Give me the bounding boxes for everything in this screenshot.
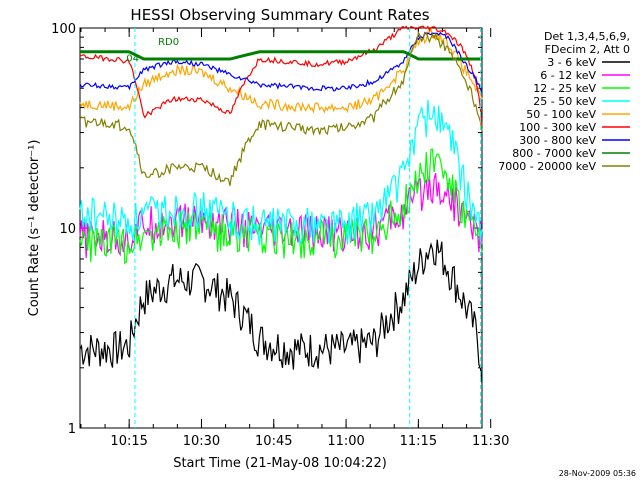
legend-entry: 300 - 800 keV <box>519 134 596 147</box>
legend-entry: 7000 - 20000 keV <box>498 160 596 173</box>
x-tick-label: 11:00 <box>327 434 364 449</box>
legend-entry: 6 - 12 keV <box>540 69 596 82</box>
legend-header: FDecim 2, Att 0 <box>545 43 630 56</box>
series-line <box>79 239 483 384</box>
y-tick-label: 1 <box>68 422 76 437</box>
y-axis-label: Count Rate (s⁻¹ detector⁻¹) <box>27 140 42 317</box>
series-line <box>79 148 483 265</box>
y-tick-label: 100 <box>51 22 76 37</box>
x-axis-label: Start Time (21-May-08 10:04:22) <box>173 456 387 471</box>
series-line <box>79 26 483 114</box>
plot-area: 1 10 100 10:15 10:30 10:45 11:00 11:15 11:30 RD0 0… <box>51 22 509 449</box>
y-tick-label: 10 <box>59 222 76 237</box>
series-line <box>79 25 483 127</box>
annotation-label: 04 <box>126 53 139 64</box>
x-tick-label: 10:45 <box>255 434 292 449</box>
legend-entry: 3 - 6 keV <box>547 56 596 69</box>
x-tick-label: 11:30 <box>472 434 509 449</box>
footer-timestamp: 28-Nov-2009 05:36 <box>559 469 636 478</box>
legend: Det 1,3,4,5,6,9,FDecim 2, Att 03 - 6 keV… <box>498 30 630 173</box>
x-tick-label: 11:15 <box>400 434 437 449</box>
chart-title: HESSI Observing Summary Count Rates <box>130 6 429 24</box>
legend-entry: 50 - 100 keV <box>526 108 596 121</box>
legend-entry: 800 - 7000 keV <box>512 147 596 160</box>
legend-entry: 12 - 25 keV <box>533 82 596 95</box>
series-line <box>80 50 482 61</box>
legend-entry: 100 - 300 keV <box>519 121 596 134</box>
series-line <box>79 99 483 246</box>
annotation-label: RD0 <box>158 37 179 48</box>
series-line <box>79 30 483 186</box>
legend-entry: 25 - 50 keV <box>533 95 596 108</box>
x-tick-label: 10:30 <box>183 434 220 449</box>
x-tick-label: 10:15 <box>110 434 147 449</box>
legend-header: Det 1,3,4,5,6,9, <box>544 30 630 43</box>
